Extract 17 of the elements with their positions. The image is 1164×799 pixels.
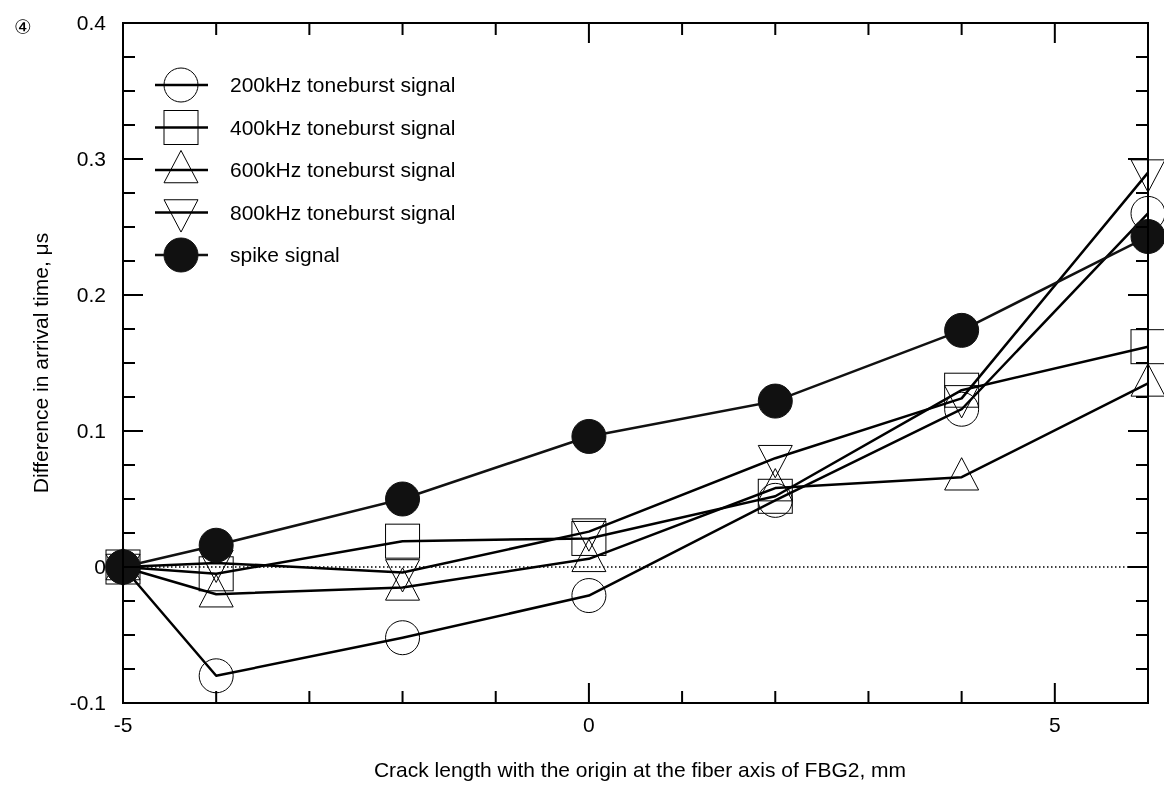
legend-label: spike signal — [230, 243, 340, 266]
x-axis-title: Crack length with the origin at the fiber axis of FBG2, mm — [373, 758, 907, 781]
y-tick-label: 0.2 — [76, 283, 106, 306]
x-tick-label: -5 — [113, 713, 133, 736]
y-axis-title: Difference in arrival time, μs — [29, 232, 52, 494]
y-tick-label: -0.1 — [69, 691, 106, 714]
legend-label: 400kHz toneburst signal — [230, 115, 456, 139]
legend-label: 600kHz toneburst signal — [230, 158, 456, 181]
x-tick-label: 0 — [583, 713, 595, 736]
y-tick-label: 0 — [94, 555, 106, 578]
y-tick-label: 0.1 — [76, 419, 106, 442]
y-tick-label: 0.3 — [76, 147, 106, 170]
text: ④ — [14, 15, 32, 39]
legend-label: 200kHz toneburst signal — [230, 73, 456, 96]
y-tick-label: 0.4 — [76, 11, 107, 34]
legend-label: 800kHz toneburst signal — [230, 200, 456, 224]
x-tick-label: 5 — [1048, 713, 1061, 736]
